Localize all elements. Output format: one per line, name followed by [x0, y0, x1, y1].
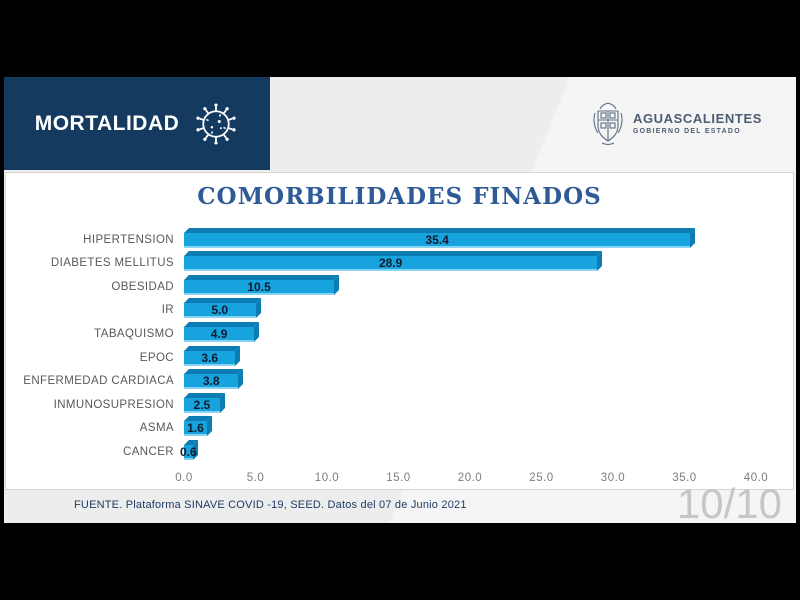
category-label: ASMA	[139, 422, 174, 435]
bar-row: IR 5.0	[6, 297, 793, 321]
virus-icon	[193, 101, 239, 147]
page-indicator: 10/10	[676, 480, 782, 524]
bar-track: 28.9	[184, 256, 756, 272]
bar-track: 0.6	[180, 444, 756, 460]
bar	[184, 326, 255, 342]
state-logo: AGUASCALIENTES GOBIERNO DEL ESTADO	[592, 99, 762, 149]
bar-row: EPOC 3.6	[6, 344, 793, 368]
x-tick-label: 25.0	[529, 471, 554, 484]
bar-track: 4.9	[184, 326, 756, 342]
x-tick-label: 5.0	[246, 471, 265, 484]
category-label: ENFERMEDAD CARDIACA	[23, 375, 174, 388]
bar-track: 5.0	[184, 303, 756, 319]
bar-row: ASMA 1.6	[6, 415, 793, 439]
x-tick-label: 40.0	[743, 471, 769, 484]
logo-name: AGUASCALIENTES	[632, 111, 762, 127]
bar-track: 2.5	[184, 397, 756, 413]
value-label: 1.6	[187, 421, 204, 436]
category-label: IR	[161, 304, 174, 317]
value-label: 5.0	[211, 303, 229, 318]
category-label: INMUNOSUPRESION	[53, 398, 174, 411]
x-tick-label: 15.0	[386, 471, 411, 484]
bar-row: HIPERTENSION 35.4	[6, 226, 793, 250]
bar	[184, 256, 598, 272]
slide: MORTALIDAD	[4, 77, 796, 523]
bar	[184, 397, 220, 413]
x-axis: 0.0 5.0 10.0 15.0 20.0 25.0 30.0 35.0 40.0	[175, 471, 767, 488]
category-label: OBESIDAD	[111, 280, 174, 293]
bar-track: 1.6	[184, 421, 756, 437]
bar	[184, 232, 691, 248]
footer-source: FUENTE. Plataforma SINAVE COVID -19, SEE…	[74, 499, 467, 511]
value-label: 35.4	[425, 232, 449, 247]
category-label: CANCER	[123, 445, 174, 458]
bar-row: OBESIDAD 10.5	[6, 273, 793, 297]
crest-icon	[592, 99, 624, 149]
value-label: 10.5	[247, 279, 271, 294]
value-label: 3.6	[201, 350, 219, 365]
category-label: DIABETES MELLITUS	[50, 257, 174, 270]
category-label: EPOC	[139, 351, 174, 364]
bar-row: CANCER 0.6	[6, 438, 793, 462]
value-label: 28.9	[378, 256, 403, 271]
bar-row: INMUNOSUPRESION 2.5	[6, 391, 793, 415]
category-label: HIPERTENSION	[83, 233, 174, 246]
logo-subtitle: GOBIERNO DEL ESTADO	[632, 128, 741, 135]
bar-track: 10.5	[184, 279, 756, 295]
bar	[184, 444, 193, 460]
bar	[184, 350, 236, 366]
chart-title: COMORBILIDADES FINADOS	[197, 183, 602, 210]
bar-row: DIABETES MELLITUS 28.9	[6, 250, 793, 274]
bar-track: 3.6	[184, 350, 756, 366]
x-tick-label: 20.0	[457, 471, 483, 484]
bar	[184, 374, 239, 390]
bar-rows: HIPERTENSION 35.4 DIABETES MELLITUS 28.9 OBE…	[6, 226, 793, 462]
banner-label: MORTALIDAD	[34, 111, 180, 135]
chart-panel: COMORBILIDADES FINADOS HIPERTENSION 35.4 D…	[5, 172, 794, 490]
value-label: 0.6	[179, 444, 197, 459]
x-tick-label: 0.0	[175, 471, 193, 484]
bar-row: ENFERMEDAD CARDIACA 3.8	[6, 368, 793, 392]
x-tick-label: 30.0	[600, 471, 626, 484]
bar-track: 3.8	[184, 374, 756, 390]
bar	[184, 421, 207, 437]
x-tick-label: 10.0	[314, 471, 340, 484]
mortalidad-banner: MORTALIDAD	[4, 77, 270, 170]
bar-track: 35.4	[184, 232, 756, 248]
value-label: 2.5	[193, 397, 211, 412]
category-label: TABAQUISMO	[94, 327, 174, 340]
value-label: 3.8	[202, 374, 220, 389]
value-label: 4.9	[210, 326, 228, 341]
bar	[184, 303, 256, 319]
x-tick-label: 35.0	[672, 471, 697, 484]
bar	[184, 279, 335, 295]
bar-row: TABAQUISMO 4.9	[6, 320, 793, 344]
